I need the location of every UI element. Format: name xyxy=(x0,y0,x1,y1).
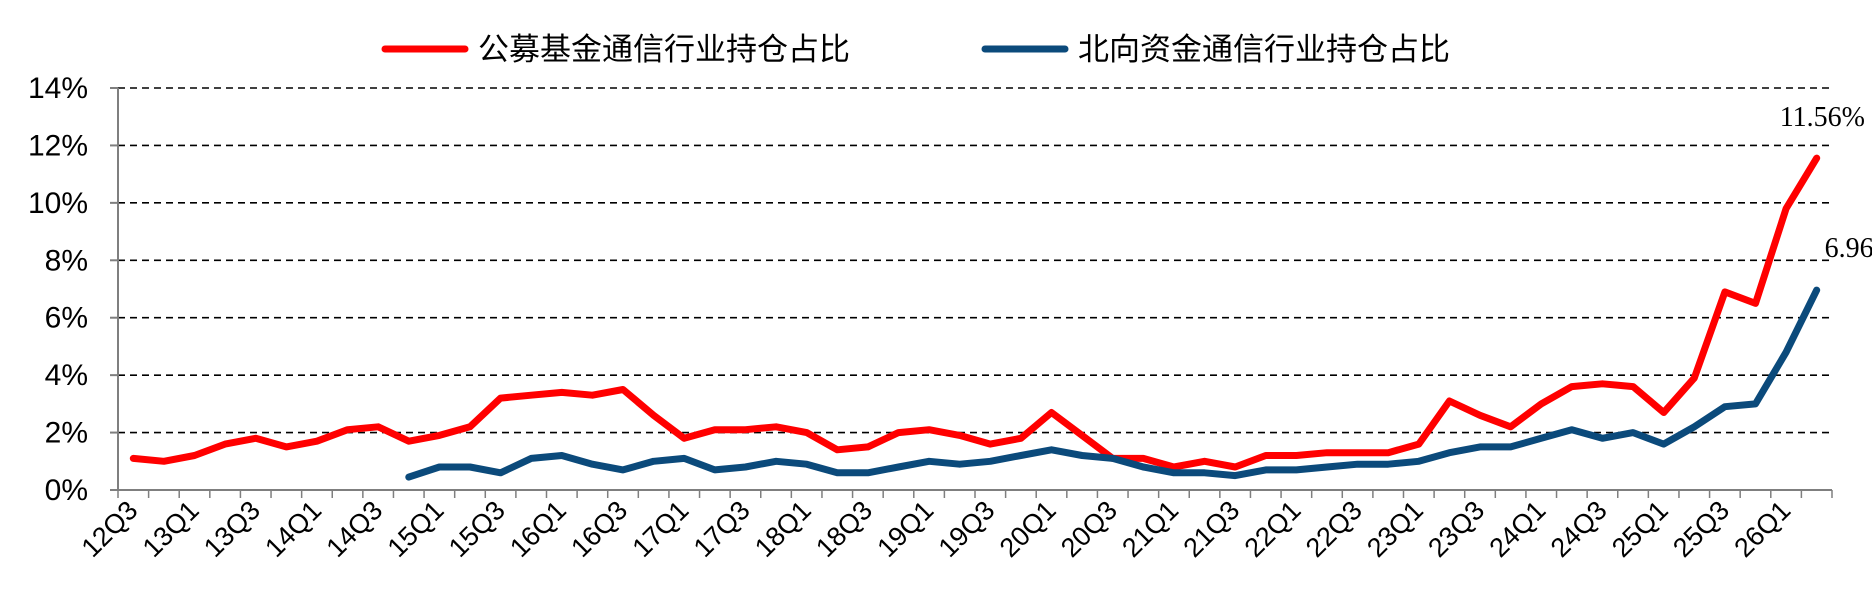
x-tick-label: 25Q3 xyxy=(1667,495,1735,563)
y-tick-label: 8% xyxy=(45,244,88,277)
x-tick-label: 13Q1 xyxy=(137,495,205,563)
x-tick-label: 17Q1 xyxy=(627,495,695,563)
legend: 公募基金通信行业持仓占比 北向资金通信行业持仓占比 xyxy=(381,32,1450,68)
x-tick-label: 25Q1 xyxy=(1606,495,1674,563)
x-tick-label: 13Q3 xyxy=(198,495,266,563)
x-tick-label: 20Q3 xyxy=(1055,495,1123,563)
x-tick-label: 22Q3 xyxy=(1300,495,1368,563)
legend-label-2: 北向资金通信行业持仓占比 xyxy=(1078,32,1450,68)
x-tick-label: 20Q1 xyxy=(994,495,1062,563)
x-tick-label: 16Q1 xyxy=(504,495,572,563)
x-tick-label: 14Q1 xyxy=(259,495,327,563)
data-label-2: 6.96% xyxy=(1825,233,1872,264)
x-axis-ticks: 12Q313Q113Q314Q114Q315Q115Q316Q116Q317Q1… xyxy=(76,490,1833,563)
x-tick-label: 23Q1 xyxy=(1361,495,1429,563)
legend-label-1: 公募基金通信行业持仓占比 xyxy=(478,32,850,68)
x-tick-label: 17Q3 xyxy=(688,495,756,563)
y-tick-label: 0% xyxy=(45,474,88,507)
x-tick-label: 15Q1 xyxy=(382,495,450,563)
x-tick-label: 22Q1 xyxy=(1239,495,1307,563)
y-tick-label: 10% xyxy=(28,187,88,220)
series-line-1 xyxy=(129,154,1821,471)
y-tick-label: 4% xyxy=(45,359,88,392)
x-tick-label: 15Q3 xyxy=(443,495,511,563)
annotations: 11.56% 6.96% xyxy=(1780,102,1872,264)
x-tick-label: 18Q1 xyxy=(749,495,817,563)
gridlines xyxy=(118,87,1832,434)
series-line-2 xyxy=(405,286,1821,481)
x-tick-label: 24Q3 xyxy=(1545,495,1613,563)
x-tick-label: 23Q3 xyxy=(1422,495,1490,563)
x-tick-label: 26Q1 xyxy=(1728,495,1796,563)
data-label-1: 11.56% xyxy=(1780,102,1865,133)
x-tick-label: 24Q1 xyxy=(1484,495,1552,563)
x-tick-label: 21Q3 xyxy=(1177,495,1245,563)
x-tick-label: 16Q3 xyxy=(565,495,633,563)
y-tick-label: 14% xyxy=(28,72,88,105)
y-axis-ticks: 0% 2% 4% 6% 8% 10% 12% 14% xyxy=(28,72,118,507)
y-tick-label: 12% xyxy=(28,129,88,162)
y-tick-label: 6% xyxy=(45,302,88,335)
series-lines xyxy=(129,154,1821,481)
x-tick-label: 18Q3 xyxy=(810,495,878,563)
x-tick-label: 14Q3 xyxy=(320,495,388,563)
x-tick-label: 19Q1 xyxy=(871,495,939,563)
x-tick-label: 21Q1 xyxy=(1116,495,1184,563)
x-tick-label: 19Q3 xyxy=(933,495,1001,563)
y-tick-label: 2% xyxy=(45,417,88,450)
